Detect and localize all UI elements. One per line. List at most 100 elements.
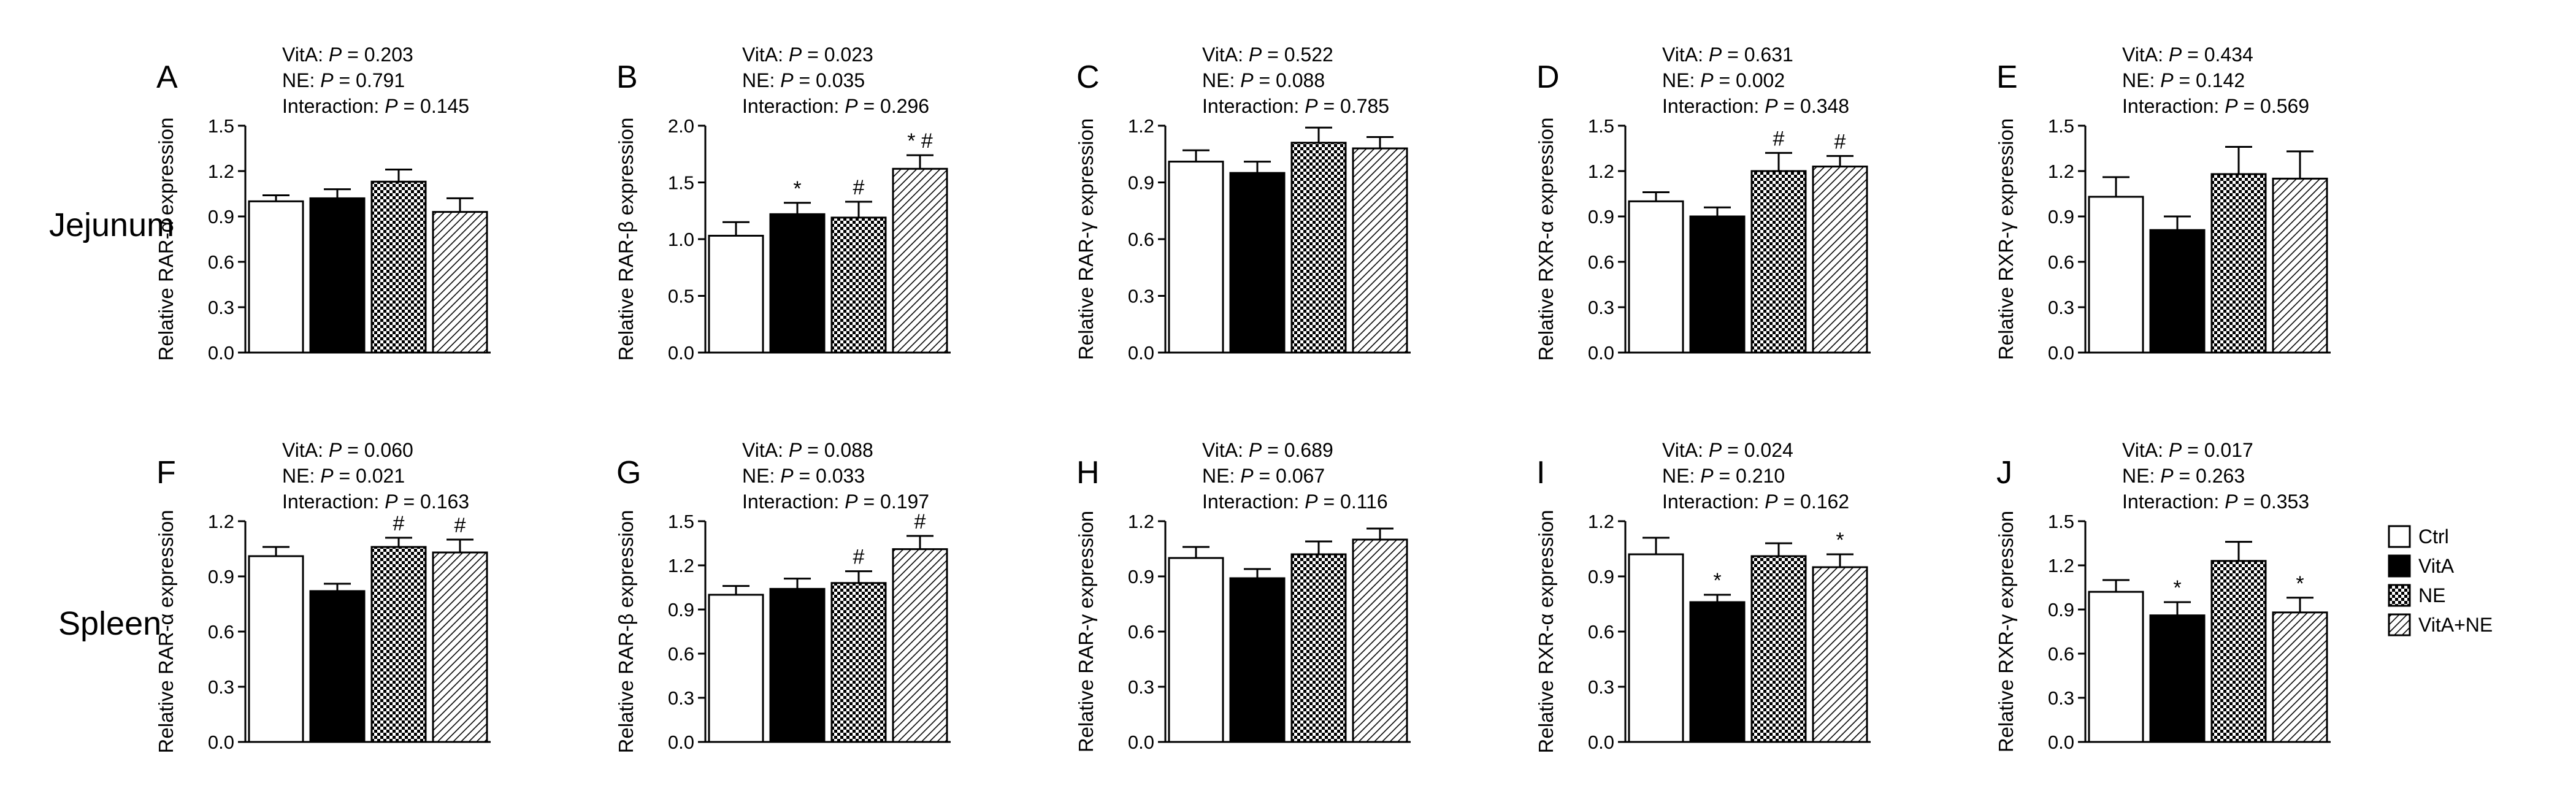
- bar-h-vita: [1229, 577, 1286, 743]
- bar-a-ctrl: [248, 200, 304, 354]
- panel-f: F VitA: P = 0.060 NE: P = 0.021 Interaction…: [155, 439, 491, 753]
- bar-d-ne: [1750, 170, 1807, 354]
- bar-g-vita: [769, 587, 826, 743]
- y-tick-label-e: 0.9: [2048, 206, 2074, 227]
- stat-ne-j: NE: P = 0.263: [2122, 465, 2245, 487]
- y-tick-label-e: 0.3: [2048, 297, 2074, 318]
- significance-b-vita-ne: * #: [907, 129, 933, 153]
- stat-ne-g: NE: P = 0.033: [742, 465, 865, 487]
- bar-j-vita-ne: [2272, 611, 2328, 743]
- stat-vita-e: VitA: P = 0.434: [2122, 44, 2253, 66]
- y-tick-label-d: 0.6: [1588, 251, 1614, 273]
- panel-letter-a: A: [156, 59, 178, 95]
- bar-a-vita: [309, 197, 366, 354]
- y-tick-label-i: 0.0: [1588, 732, 1614, 753]
- panel-letter-d: D: [1536, 59, 1560, 95]
- bar-c-vita: [1229, 172, 1286, 354]
- bar-h-ctrl: [1168, 557, 1224, 743]
- y-tick-label-a: 0.0: [208, 342, 234, 364]
- panel-b: B VitA: P = 0.023 NE: P = 0.035 Interaction…: [615, 44, 951, 364]
- y-tick-label-a: 0.6: [208, 251, 234, 273]
- y-tick-label-f: 0.0: [208, 732, 234, 753]
- bar-i-vita: [1689, 601, 1746, 743]
- bar-g-vita-ne: [892, 548, 948, 743]
- y-tick-label-c: 0.6: [1128, 229, 1154, 250]
- panel-c: C VitA: P = 0.522 NE: P = 0.088 Interaction…: [1075, 44, 1411, 364]
- legend-label-ctrl: Ctrl: [2418, 525, 2449, 548]
- stat-interaction-c: Interaction: P = 0.785: [1202, 95, 1389, 117]
- legend-label-vita: VitA: [2418, 555, 2455, 577]
- y-tick-label-i: 0.6: [1588, 621, 1614, 643]
- bar-j-ctrl: [2088, 590, 2144, 743]
- y-tick-label-a: 0.3: [208, 297, 234, 318]
- panel-e: E VitA: P = 0.434 NE: P = 0.142 Interaction…: [1995, 44, 2331, 364]
- y-tick-label-d: 0.0: [1588, 342, 1614, 364]
- y-tick-label-c: 0.3: [1128, 286, 1154, 307]
- bar-a-ne: [370, 180, 427, 354]
- stat-ne-e: NE: P = 0.142: [2122, 69, 2245, 91]
- bar-d-vita-ne: [1812, 166, 1868, 354]
- bar-h-ne: [1290, 553, 1347, 743]
- bar-b-ctrl: [708, 234, 764, 354]
- panel-letter-f: F: [156, 455, 176, 491]
- panel-a: A VitA: P = 0.203 NE: P = 0.791 Interaction…: [155, 44, 491, 364]
- stat-vita-i: VitA: P = 0.024: [1662, 439, 1793, 461]
- panel-i: I VitA: P = 0.024 NE: P = 0.210 Interaction…: [1535, 439, 1871, 753]
- bar-c-vita-ne: [1352, 147, 1408, 354]
- legend-swatch-ctrl: [2388, 525, 2411, 548]
- stat-vita-a: VitA: P = 0.203: [282, 44, 413, 66]
- stat-interaction-j: Interaction: P = 0.353: [2122, 491, 2309, 513]
- y-tick-label-g: 0.3: [668, 687, 694, 709]
- y-tick-label-g: 0.0: [668, 732, 694, 753]
- y-axis-label-i: Relative RXR-α expression: [1535, 510, 1557, 754]
- y-tick-label-b: 0.5: [668, 286, 694, 307]
- legend-label-vita-ne: VitA+NE: [2418, 614, 2493, 636]
- y-tick-label-d: 1.5: [1588, 115, 1614, 137]
- panel-letter-h: H: [1076, 455, 1100, 491]
- stat-vita-j: VitA: P = 0.017: [2122, 439, 2253, 461]
- stat-vita-b: VitA: P = 0.023: [742, 44, 873, 66]
- y-tick-label-e: 0.6: [2048, 251, 2074, 273]
- bar-a-vita-ne: [432, 211, 488, 354]
- y-tick-label-h: 1.2: [1128, 511, 1154, 532]
- bar-j-ne: [2210, 560, 2267, 743]
- bar-g-ne: [830, 582, 887, 743]
- stat-interaction-d: Interaction: P = 0.348: [1662, 95, 1849, 117]
- row-label-spleen: Spleen: [58, 605, 161, 642]
- panel-letter-e: E: [1996, 59, 2018, 95]
- significance-f-ne: #: [393, 512, 405, 535]
- panel-d: D VitA: P = 0.631 NE: P = 0.002 Interaction…: [1535, 44, 1871, 364]
- y-axis-label-a: Relative RAR-α expression: [155, 118, 177, 361]
- stat-vita-c: VitA: P = 0.522: [1202, 44, 1333, 66]
- y-tick-label-h: 0.9: [1128, 566, 1154, 587]
- y-axis-label-d: Relative RXR-α expression: [1535, 118, 1557, 361]
- stat-interaction-i: Interaction: P = 0.162: [1662, 491, 1849, 513]
- panel-letter-g: G: [616, 455, 641, 491]
- row-label-jejunum: Jejunum: [49, 207, 174, 243]
- significance-b-ne: #: [853, 176, 865, 199]
- legend-swatch-ne: [2388, 584, 2411, 607]
- y-tick-label-g: 0.9: [668, 599, 694, 621]
- bar-f-ctrl: [248, 555, 304, 743]
- stat-interaction-h: Interaction: P = 0.116: [1202, 491, 1388, 513]
- y-tick-label-d: 0.9: [1588, 206, 1614, 227]
- y-tick-label-i: 0.9: [1588, 566, 1614, 587]
- legend-swatch-vita-ne: [2388, 613, 2411, 636]
- y-tick-label-e: 0.0: [2048, 342, 2074, 364]
- bar-c-ne: [1290, 142, 1347, 354]
- bar-e-vita: [2149, 229, 2206, 354]
- panel-letter-c: C: [1076, 59, 1100, 95]
- bar-e-vita-ne: [2272, 177, 2328, 354]
- significance-j-vita: *: [2173, 576, 2181, 600]
- y-axis-label-g: Relative RAR-β expression: [615, 510, 637, 754]
- y-tick-label-g: 1.5: [668, 511, 694, 532]
- stat-ne-i: NE: P = 0.210: [1662, 465, 1785, 487]
- y-tick-label-i: 0.3: [1588, 676, 1614, 698]
- y-axis-label-b: Relative RAR-β expression: [615, 118, 637, 361]
- bar-e-ctrl: [2088, 196, 2144, 354]
- stat-ne-d: NE: P = 0.002: [1662, 69, 1785, 91]
- stat-interaction-g: Interaction: P = 0.197: [742, 491, 929, 513]
- significance-g-vita-ne: #: [914, 510, 926, 533]
- y-tick-label-j: 0.3: [2048, 687, 2074, 709]
- stat-vita-d: VitA: P = 0.631: [1662, 44, 1793, 66]
